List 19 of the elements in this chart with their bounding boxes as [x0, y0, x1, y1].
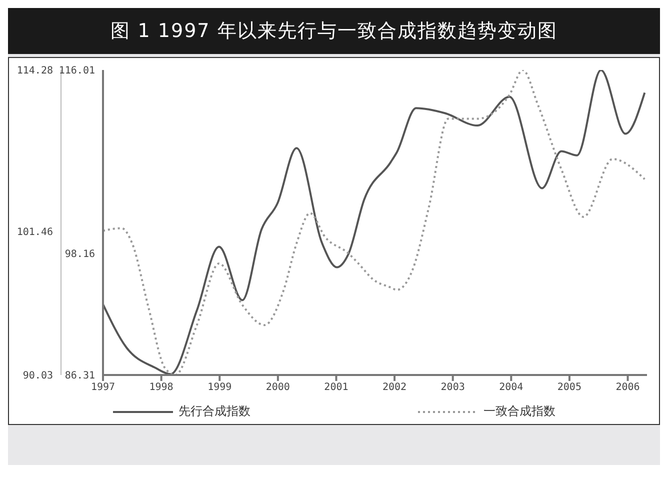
x-tick-label: 1997 [90, 382, 116, 394]
x-tick-label: 2000 [266, 382, 290, 394]
y2-tick-label: 101.46 [16, 226, 53, 238]
x-tick-label: 1999 [208, 382, 232, 394]
x-tick-label: 2005 [557, 382, 582, 394]
x-tick-label: 2004 [499, 382, 524, 394]
legend-label: 先行合成指数 [178, 403, 250, 420]
chart-title: 图 1 1997 年以来先行与一致合成指数趋势变动图 [8, 8, 660, 54]
x-tick-label: 2002 [382, 382, 407, 394]
x-tick-label: 2001 [324, 382, 348, 394]
x-tick-label: 2006 [616, 382, 640, 394]
x-tick-label: 2003 [440, 382, 465, 394]
y-tick-label: 116.01 [58, 66, 95, 77]
y-tick-label: 86.31 [64, 370, 95, 382]
y2-tick-label: 90.03 [22, 370, 53, 382]
x-tick-label: 1998 [149, 382, 174, 394]
y-tick-label: 98.16 [64, 248, 95, 260]
y2-tick-label: 114.28 [16, 66, 53, 77]
legend-label: 一致合成指数 [484, 403, 556, 420]
